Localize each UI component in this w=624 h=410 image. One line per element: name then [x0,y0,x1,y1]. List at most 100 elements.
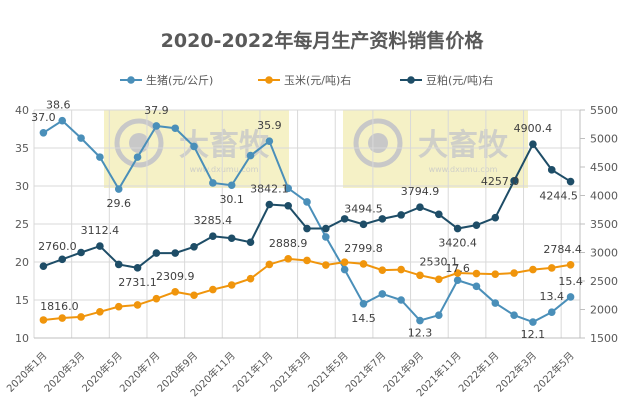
legend-label: 豆粕(元/吨)右 [426,73,493,87]
data-point [227,281,236,289]
legend-label: 生猪(元/公斤) [146,73,213,87]
data-label: 2799.8 [344,242,383,255]
data-point [491,213,500,222]
data-point [284,201,292,210]
y-left-tick-label: 25 [15,218,29,231]
data-label: 4257.0 [481,175,520,188]
y-right-tick-label: 2000 [590,304,618,317]
data-label: 3285.4 [194,214,233,227]
y-right-tick-label: 4000 [590,190,618,203]
data-label: 4900.4 [514,122,553,135]
y-right-tick-label: 4500 [590,161,618,174]
data-point [171,124,180,133]
data-point [77,313,85,321]
data-point [171,288,180,296]
data-point [547,308,556,316]
data-point [58,116,67,125]
legend-label: 玉米(元/吨)右 [284,73,351,87]
data-point [434,275,443,284]
data-point [190,291,198,300]
chart-title: 2020-2022年每月生产资料销售价格 [161,29,485,52]
data-point [190,142,198,151]
data-point [378,215,387,223]
data-point [133,301,142,309]
data-point [340,215,349,223]
data-point [133,264,142,272]
data-point [303,198,311,206]
data-labels: 37.038.6 29.6 37.9 30.1 35.9 14.5 12.3 17.6 12.1… [31,99,583,341]
data-point [303,224,311,233]
data-label: 37.9 [144,104,169,117]
data-point [547,166,556,174]
y-right-tick-label: 5000 [590,133,618,146]
data-point [190,243,198,251]
data-point [472,221,481,229]
data-point [152,249,161,257]
legend-point-marker [407,76,415,84]
data-point [246,238,255,247]
data-point [491,299,500,307]
data-point [397,211,405,219]
data-point [510,311,518,320]
y-right-tick-label: 3000 [590,247,618,260]
data-label: 15.4 [558,275,583,288]
y-left-tick-label: 10 [15,332,29,345]
watermark-logo-icon [368,133,388,153]
data-point [133,153,142,161]
data-point [416,271,424,280]
series-line [43,257,571,321]
data-point [397,265,405,274]
data-point [246,151,255,160]
legend: 生猪(元/公斤) 玉米(元/吨)右 豆粕(元/吨)右 [120,73,493,87]
data-point [265,200,274,209]
data-point [434,210,443,219]
data-point [77,248,85,257]
data-point [529,265,537,274]
y-left-tick-label: 15 [15,294,29,307]
data-point [58,314,67,322]
data-point [472,282,481,291]
data-point [566,260,575,269]
data-label: 12.1 [521,328,546,341]
data-point [359,220,368,229]
data-point [322,224,330,233]
data-point [359,300,368,308]
data-point [171,249,180,257]
data-point [265,260,274,269]
data-point [416,203,424,211]
data-point [209,232,217,241]
y-left-tick-label: 35 [15,142,29,155]
data-point [77,134,85,142]
data-label: 29.6 [106,197,131,210]
y-left-tick-label: 20 [15,256,29,269]
data-point [529,318,537,326]
data-point [322,261,330,269]
data-label: 2784.4 [543,243,582,256]
data-point [322,233,330,241]
data-label: 3494.5 [344,202,383,215]
data-point [566,177,575,186]
legend-point-marker [265,76,273,84]
data-point [303,256,311,265]
data-point [378,290,387,298]
data-point [434,311,443,320]
data-label: 3112.4 [81,224,120,237]
y-left-tick-label: 30 [15,180,29,193]
data-point [265,137,274,145]
data-label: 4244.5 [539,190,578,203]
data-point [209,285,217,294]
data-label: 37.0 [31,111,56,124]
data-label: 3420.4 [438,237,477,250]
data-label: 3794.9 [401,185,440,198]
data-point [453,276,462,285]
data-point [378,266,387,274]
data-point [96,153,104,161]
legend-point-marker [127,76,135,84]
data-point [227,181,236,190]
data-label: 30.1 [219,193,244,206]
y-right-tick-label: 5500 [590,104,618,117]
data-label: 2309.9 [156,270,195,283]
